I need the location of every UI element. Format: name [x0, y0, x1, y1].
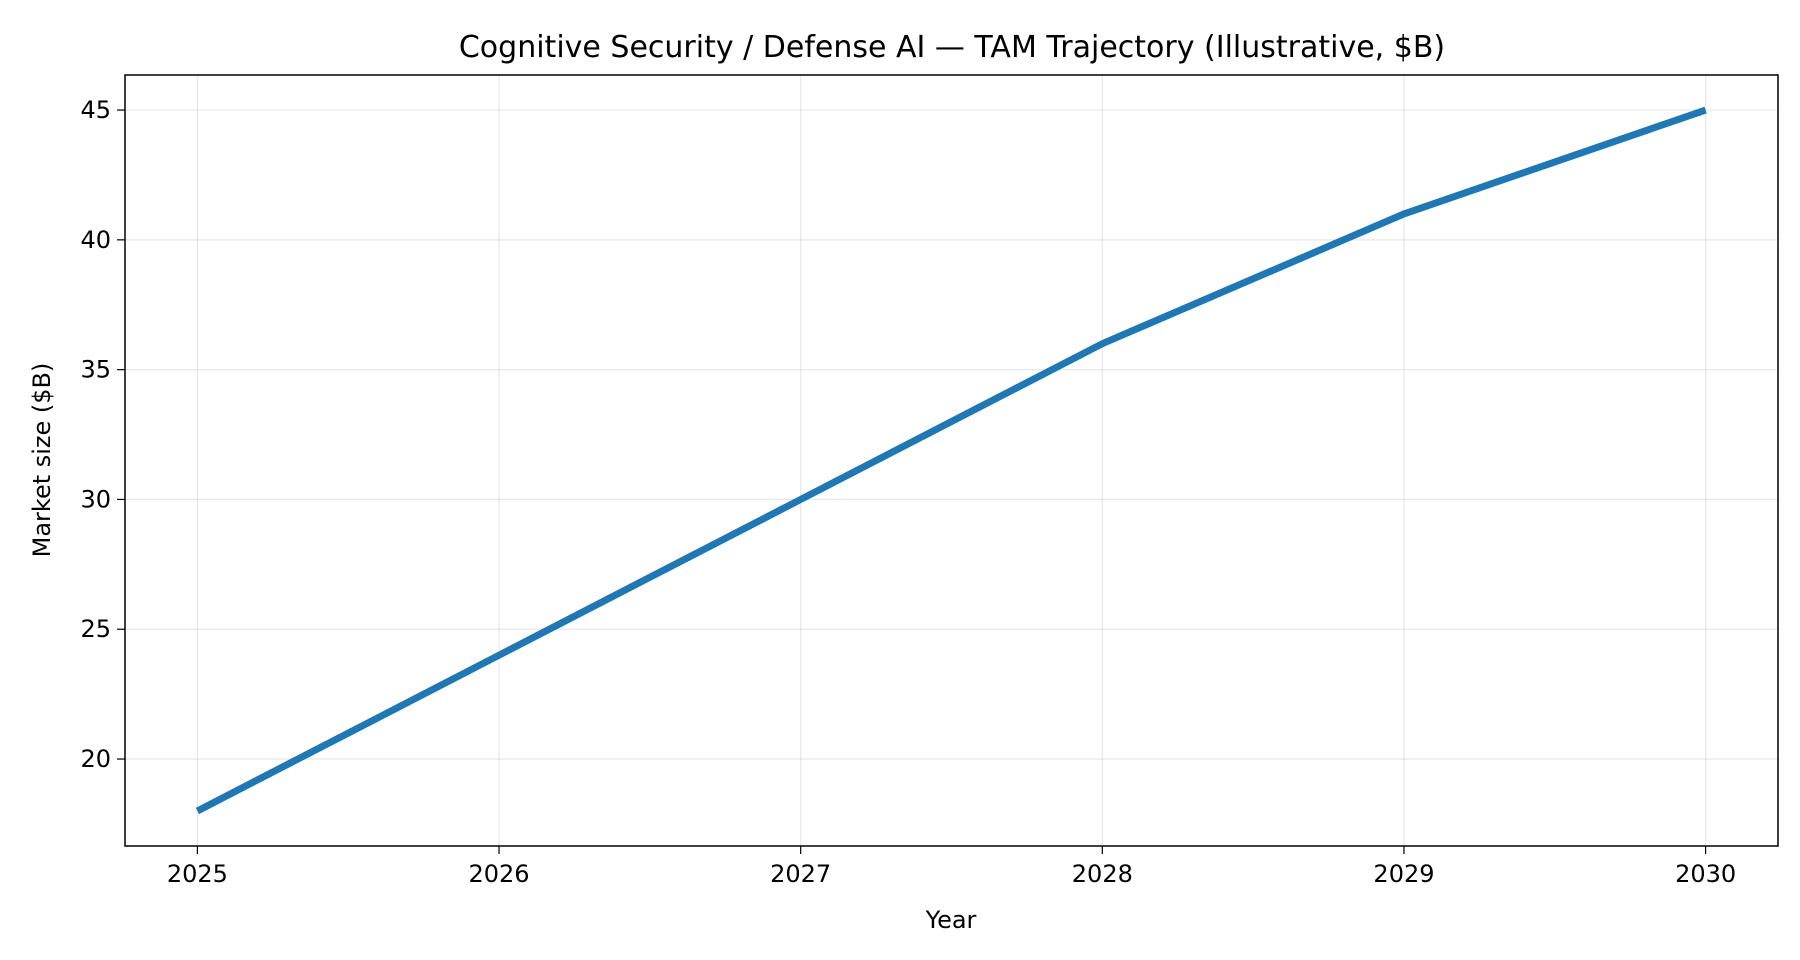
x-tick-label: 2029: [1373, 860, 1434, 888]
y-tick-label: 40: [80, 226, 111, 254]
y-axis-label: Market size ($B): [28, 363, 56, 558]
y-tick-label: 20: [80, 745, 111, 773]
data-point: [797, 496, 804, 503]
chart-title: Cognitive Security / Defense AI — TAM Tr…: [459, 30, 1445, 65]
x-tick-label: 2028: [1072, 860, 1133, 888]
data-point: [1099, 340, 1106, 347]
series-line: [195, 106, 1707, 815]
data-point: [1400, 210, 1407, 217]
x-tick-label: 2030: [1675, 860, 1736, 888]
x-tick-label: 2026: [468, 860, 529, 888]
x-tick-label: 2025: [167, 860, 228, 888]
grid-lines: [125, 75, 1778, 846]
x-tick-label: 2027: [770, 860, 831, 888]
data-point: [496, 652, 503, 659]
data-point: [194, 807, 201, 814]
series-layer: [194, 106, 1709, 815]
y-tick-label: 30: [80, 485, 111, 513]
x-axis: 2025 2026 2027 2028 2029 2030: [167, 846, 1736, 888]
y-tick-label: 25: [80, 615, 111, 643]
plot-frame: [124, 74, 1779, 847]
y-tick-label: 35: [80, 356, 111, 384]
x-axis-label: Year: [925, 906, 977, 934]
y-axis: 20 25 30 35 40 45: [80, 96, 125, 773]
y-tick-label: 45: [80, 96, 111, 124]
data-point: [1702, 107, 1709, 114]
